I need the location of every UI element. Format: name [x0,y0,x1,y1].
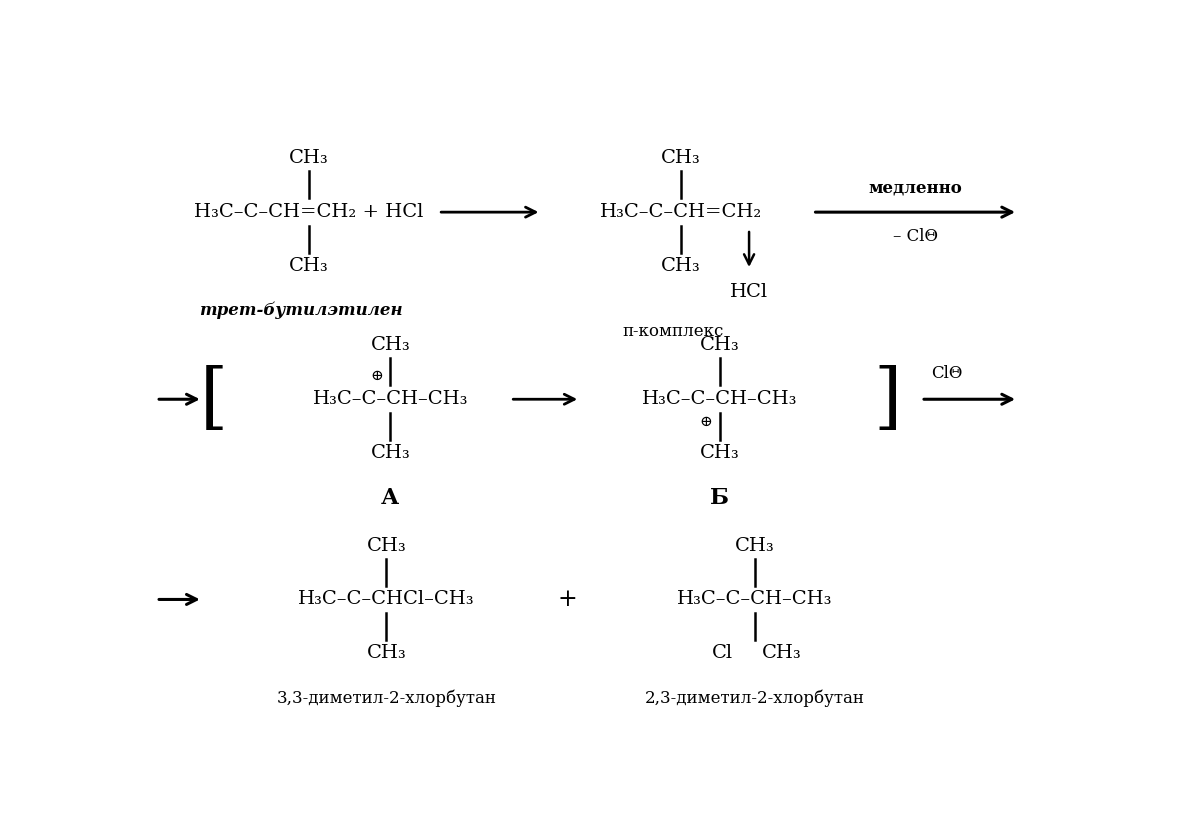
Text: ⊕: ⊕ [370,369,383,383]
Text: CH₃: CH₃ [366,644,407,662]
Text: CH₃: CH₃ [700,444,739,462]
Text: ]: ] [874,364,902,435]
Text: H₃C–C–CHCl–CH₃: H₃C–C–CHCl–CH₃ [298,591,475,608]
Text: [: [ [199,364,228,435]
Text: CH₃: CH₃ [289,257,329,275]
Text: H₃C–C–CH–CH₃: H₃C–C–CH–CH₃ [677,591,833,608]
Text: CH₃: CH₃ [734,537,774,554]
Text: CH₃: CH₃ [661,150,701,167]
Text: H₃C–C–CH–CH₃: H₃C–C–CH–CH₃ [642,391,797,408]
Text: H₃C–C–CH=CH₂: H₃C–C–CH=CH₂ [600,203,762,221]
Text: А: А [382,487,400,509]
Text: π-комплекс: π-комплекс [623,323,724,340]
Text: Б: Б [710,487,730,509]
Text: +: + [557,588,577,611]
Text: CH₃: CH₃ [762,644,802,662]
Text: CH₃: CH₃ [700,337,739,354]
Text: ClΘ: ClΘ [931,366,962,382]
Text: H₃C–C–CH–CH₃: H₃C–C–CH–CH₃ [312,391,468,408]
Text: H₃C–C–CH=CH₂ + HCl: H₃C–C–CH=CH₂ + HCl [194,203,424,221]
Text: CH₃: CH₃ [366,537,407,554]
Text: 2,3-диметил-2-хлорбутан: 2,3-диметил-2-хлорбутан [644,689,864,706]
Text: трет-бутилэтилен: трет-бутилэтилен [199,302,403,319]
Text: медленно: медленно [869,179,962,197]
Text: Cl: Cl [712,644,733,662]
Text: ⊕: ⊕ [700,416,712,430]
Text: CH₃: CH₃ [661,257,701,275]
Text: CH₃: CH₃ [289,150,329,167]
Text: CH₃: CH₃ [371,337,410,354]
Text: – ClΘ: – ClΘ [893,228,938,244]
Text: HCl: HCl [730,283,768,301]
Text: 3,3-диметил-2-хлорбутан: 3,3-диметил-2-хлорбутан [276,689,497,706]
Text: CH₃: CH₃ [371,444,410,462]
